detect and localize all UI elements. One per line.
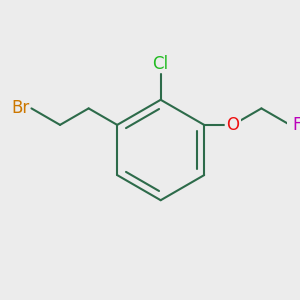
- Text: Br: Br: [12, 99, 30, 117]
- Text: O: O: [226, 116, 239, 134]
- Text: F: F: [292, 116, 300, 134]
- Text: Cl: Cl: [153, 55, 169, 73]
